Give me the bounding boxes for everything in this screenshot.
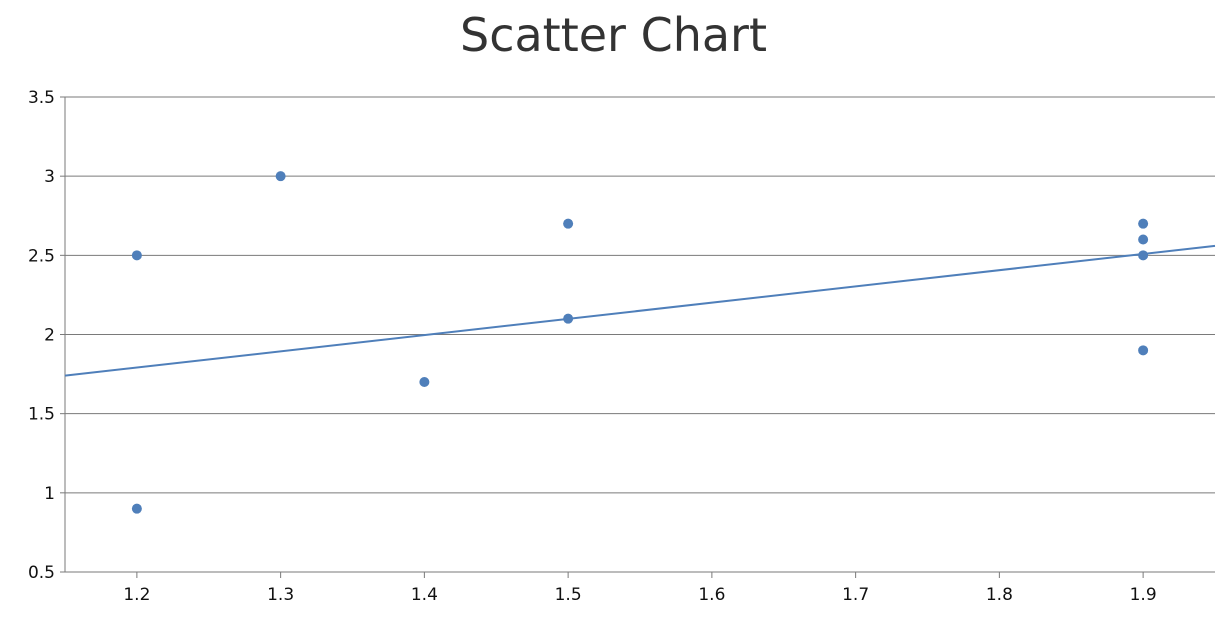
data-point [1138, 345, 1149, 356]
data-point [131, 503, 142, 514]
x-tick-label: 1.8 [986, 585, 1013, 605]
data-point [1138, 250, 1149, 261]
data-point [275, 171, 286, 182]
y-tick-label: 3.5 [28, 88, 55, 108]
trendline [64, 244, 1216, 377]
x-tick-label: 1.3 [267, 585, 294, 605]
data-point [419, 377, 430, 387]
data-point [131, 250, 142, 261]
x-tick-label: 1.9 [1130, 585, 1157, 605]
y-tick-label: 3 [44, 167, 55, 187]
y-tick-label: 0.5 [28, 563, 55, 583]
x-tick-label: 1.7 [842, 585, 869, 605]
x-tick-label: 1.4 [411, 585, 438, 605]
data-point [563, 313, 574, 324]
data-point [563, 218, 574, 229]
data-point [1138, 234, 1149, 245]
x-tick-label: 1.6 [698, 585, 725, 605]
y-tick-label: 2.5 [28, 246, 55, 266]
x-tick-label: 1.5 [555, 585, 582, 605]
chart-title: Scatter Chart [460, 8, 767, 62]
y-tick-label: 1.5 [28, 405, 55, 425]
x-tick-label: 1.2 [123, 585, 150, 605]
y-tick-label: 1 [44, 484, 55, 504]
data-point [1138, 218, 1149, 229]
y-tick-label: 2 [44, 326, 55, 346]
